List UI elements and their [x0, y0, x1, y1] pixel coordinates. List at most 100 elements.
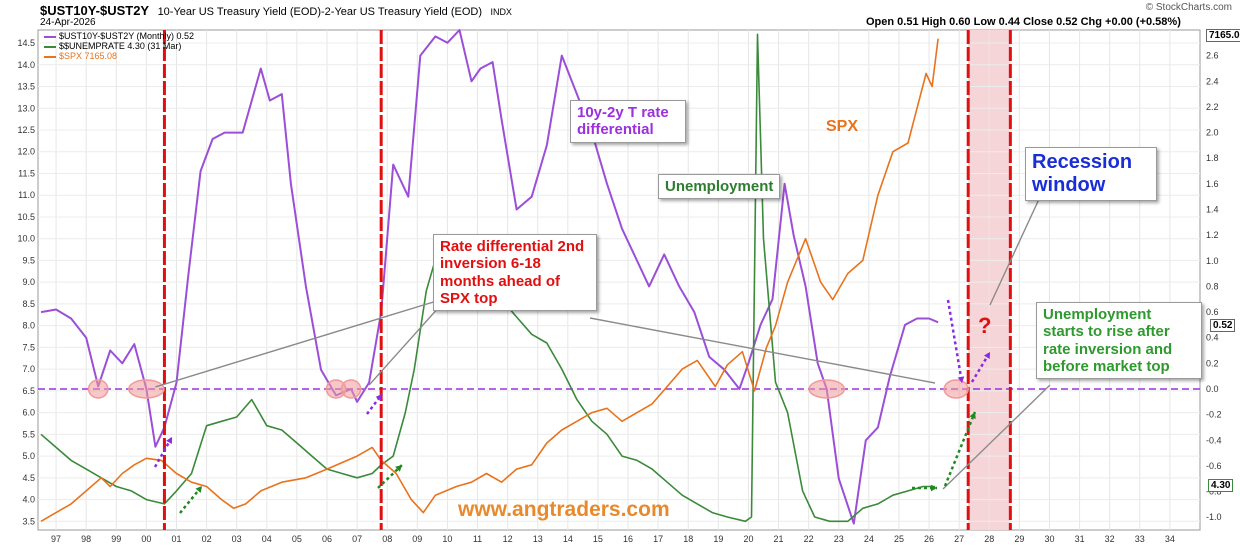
left-tick-label: 11.5 — [18, 168, 35, 178]
spread-arrow-head — [375, 394, 382, 401]
right-tick-label: 0.6 — [1206, 307, 1219, 317]
right-tick-label: 1.2 — [1206, 230, 1219, 240]
x-tick-label: 30 — [1044, 534, 1054, 544]
legend: $UST10Y-$UST2Y (Monthly) 0.52 $$UNEMPRAT… — [44, 31, 194, 61]
x-tick-label: 08 — [382, 534, 392, 544]
x-tick-label: 17 — [653, 534, 663, 544]
x-tick-label: 97 — [51, 534, 61, 544]
x-tick-label: 31 — [1075, 534, 1085, 544]
spx-price-tag: 7165.08 — [1206, 29, 1240, 42]
x-tick-label: 07 — [352, 534, 362, 544]
x-tick-label: 06 — [322, 534, 332, 544]
axes: 97 98 99 00 01 02 03 04 05 06 07 08 09 10 11 12 13 14 15 16… — [17, 38, 1221, 544]
x-tick-label: 29 — [1014, 534, 1024, 544]
left-tick-label: 12.0 — [17, 147, 35, 157]
annotation-graphics — [87, 196, 1051, 514]
legend-entry-unemployment: $$UNEMPRATE 4.30 (31 Mar) — [44, 41, 194, 51]
x-tick-label: 33 — [1135, 534, 1145, 544]
unemployment-note: Unemployment starts to rise after rate i… — [1036, 302, 1202, 379]
right-tick-label: 2.4 — [1206, 76, 1219, 86]
left-tick-label: 14.0 — [17, 60, 35, 70]
x-tick-label: 21 — [774, 534, 784, 544]
unemp-arrow-head — [195, 486, 202, 493]
x-tick-label: 10 — [442, 534, 452, 544]
left-tick-label: 7.5 — [22, 342, 35, 352]
recession-annotation: Recession window — [1025, 147, 1157, 201]
spread-arrow-head — [984, 352, 990, 359]
right-tick-label: 0.2 — [1206, 358, 1219, 368]
right-tick-label: 2.0 — [1206, 128, 1219, 138]
right-tick-label: -0.6 — [1206, 461, 1222, 471]
x-tick-label: 98 — [81, 534, 91, 544]
x-tick-label: 34 — [1165, 534, 1175, 544]
right-tick-label: 1.4 — [1206, 204, 1219, 214]
right-tick-label: 2.2 — [1206, 102, 1219, 112]
left-tick-label: 8.5 — [22, 299, 35, 309]
callout-pointer — [155, 299, 441, 388]
event-lines — [162, 30, 1012, 530]
legend-entry-spread: $UST10Y-$UST2Y (Monthly) 0.52 — [44, 31, 194, 41]
x-tick-label: 11 — [473, 534, 482, 544]
spx-line — [40, 38, 939, 522]
right-tick-label: -0.4 — [1206, 435, 1222, 445]
x-tick-label: 24 — [864, 534, 874, 544]
x-tick-label: 14 — [563, 534, 573, 544]
spread-line — [40, 29, 939, 525]
left-tick-label: 13.5 — [17, 82, 35, 92]
left-tick-label: 13.0 — [17, 103, 35, 113]
left-tick-label: 12.5 — [17, 125, 35, 135]
x-tick-label: 16 — [623, 534, 633, 544]
right-tick-label: -0.2 — [1206, 410, 1222, 420]
watermark-label: © StockCharts.com — [1145, 2, 1232, 13]
legend-swatch — [44, 45, 56, 48]
left-tick-label: 5.0 — [22, 451, 35, 461]
right-tick-label: 1.6 — [1206, 179, 1219, 189]
x-tick-label: 32 — [1105, 534, 1115, 544]
x-tick-label: 02 — [202, 534, 212, 544]
left-tick-label: 9.0 — [22, 277, 35, 287]
legend-label: $SPX 7165.08 — [59, 51, 118, 61]
spread-arrow — [946, 299, 964, 384]
legend-label: $$UNEMPRATE 4.30 (31 Mar) — [59, 41, 182, 51]
legend-label: $UST10Y-$UST2Y (Monthly) 0.52 — [59, 31, 195, 41]
x-tick-label: 09 — [412, 534, 422, 544]
x-tick-label: 05 — [292, 534, 302, 544]
spread-arrow-head — [957, 376, 965, 383]
question-mark: ? — [978, 313, 992, 338]
x-tick-label: 04 — [262, 534, 272, 544]
left-tick-label: 7.0 — [22, 364, 35, 374]
left-tick-label: 6.0 — [22, 408, 35, 418]
x-tick-label: 22 — [804, 534, 814, 544]
left-tick-label: 6.5 — [22, 386, 35, 396]
inversion-marker — [808, 379, 846, 399]
left-tick-label: 5.5 — [22, 429, 35, 439]
inversion-marker — [128, 379, 165, 399]
rate-diff-annotation: 10y-2y T rate differential — [570, 100, 686, 143]
description-text: 10-Year US Treasury Yield (EOD)-2-Year U… — [157, 6, 482, 18]
x-tick-label: 13 — [533, 534, 543, 544]
left-tick-label: 3.5 — [22, 516, 35, 526]
x-tick-label: 03 — [232, 534, 242, 544]
callout-pointer — [589, 317, 936, 384]
x-tick-label: 23 — [834, 534, 844, 544]
inversion-marker — [87, 379, 109, 399]
unemp-arrow-head — [969, 412, 976, 419]
x-tick-label: 00 — [141, 534, 151, 544]
x-tick-label: 25 — [894, 534, 904, 544]
spread-arrow-head — [166, 437, 172, 444]
left-tick-label: 10.5 — [17, 212, 35, 222]
left-tick-label: 9.5 — [22, 255, 35, 265]
spread-price-tag: 0.52 — [1210, 319, 1236, 332]
inversion-marker — [340, 379, 362, 399]
ohlc-readout: Open 0.51 High 0.60 Low 0.44 Close 0.52 … — [866, 16, 1181, 28]
chart-title: $UST10Y-$UST2Y 10-Year US Treasury Yield… — [40, 2, 512, 20]
unemp-arrow-head — [930, 484, 937, 492]
legend-swatch — [44, 55, 56, 58]
left-tick-label: 14.5 — [17, 38, 35, 48]
left-tick-label: 10.0 — [17, 234, 35, 244]
exchange-text: INDX — [490, 7, 512, 17]
left-tick-label: 8.0 — [22, 321, 35, 331]
left-tick-label: 4.5 — [22, 473, 35, 483]
